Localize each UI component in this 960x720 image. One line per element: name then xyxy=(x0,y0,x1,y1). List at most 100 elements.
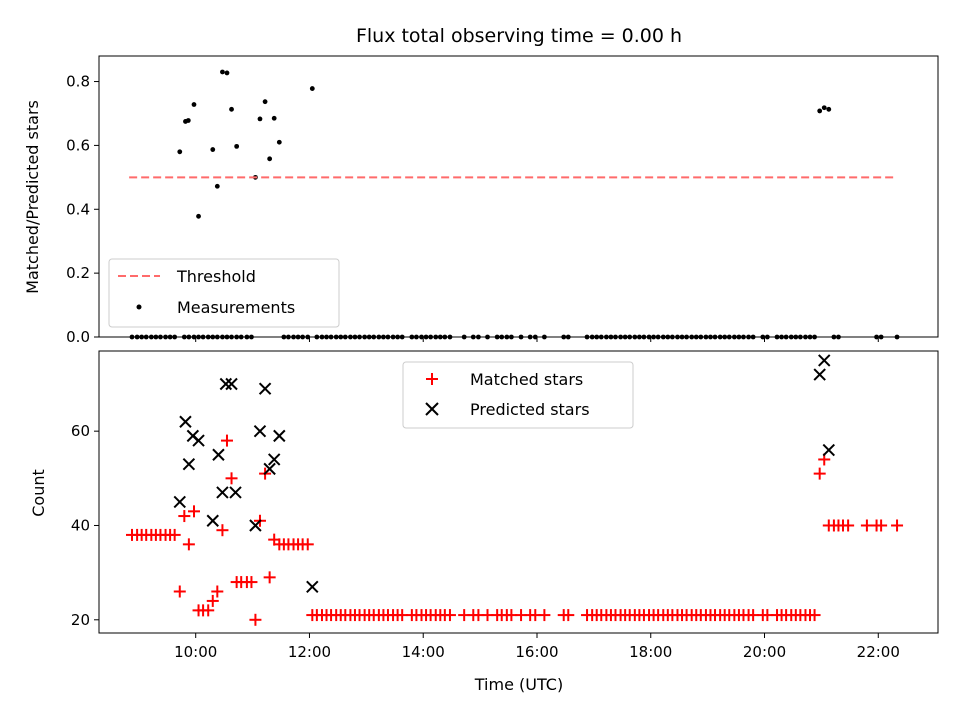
measurement-point xyxy=(821,105,827,111)
measurement-point xyxy=(267,156,273,162)
measurement-point xyxy=(191,102,197,107)
legend-measurements-swatch xyxy=(136,304,142,310)
predicted-star-point xyxy=(219,377,233,391)
bottom-legend: Matched stars Predicted stars xyxy=(402,361,634,429)
measurement-point xyxy=(224,70,230,76)
predicted-star-point xyxy=(273,429,286,443)
predicted-star-point xyxy=(225,377,238,391)
predicted-star-point xyxy=(263,462,276,476)
predicted-star-point xyxy=(192,434,205,447)
measurement-point xyxy=(214,183,220,189)
y-tick-label: 0.8 xyxy=(66,73,90,91)
predicted-stars-series xyxy=(173,354,835,593)
matched-star-point xyxy=(220,434,233,447)
predicted-star-point xyxy=(182,457,196,471)
measurement-point xyxy=(177,149,183,155)
predicted-star-point xyxy=(216,486,229,499)
x-tick-label: 16:00 xyxy=(515,643,558,661)
matched-star-point xyxy=(245,576,258,589)
bottom-axes-frame xyxy=(98,350,939,634)
matched-star-point xyxy=(249,613,262,626)
top-axes-frame xyxy=(98,55,939,338)
measurement-point xyxy=(271,115,277,121)
predicted-star-point xyxy=(822,443,835,457)
matched-star-point xyxy=(808,609,821,622)
matched-star-point xyxy=(178,510,191,523)
matched-star-point xyxy=(842,519,855,532)
bottom-panel: 20 40 60 10:00 12:00 14:00 16:00 18:00 20:00 22:… xyxy=(29,350,939,694)
measurement-point xyxy=(229,106,234,112)
y-tick-label: 0.6 xyxy=(66,136,90,154)
matched-stars-series xyxy=(125,434,904,626)
chart-title: Flux total observing time = 0.00 h xyxy=(356,25,682,47)
top-y-ticks: 0.0 0.2 0.4 0.6 0.8 xyxy=(66,73,99,346)
measurement-point xyxy=(234,143,240,149)
x-tick-label: 22:00 xyxy=(857,643,900,661)
y-tick-label: 60 xyxy=(71,422,90,440)
legend-matched-swatch xyxy=(426,373,438,385)
legend-predicted-swatch xyxy=(425,402,439,416)
measurement-point xyxy=(276,139,282,145)
matched-star-point xyxy=(173,585,186,598)
bottom-x-ticks: 10:00 12:00 14:00 16:00 18:00 20:00 22:00 xyxy=(174,633,900,661)
matched-star-point xyxy=(202,604,215,617)
predicted-star-point xyxy=(179,415,192,428)
bottom-y-ticks: 20 40 60 xyxy=(71,422,99,629)
x-tick-label: 20:00 xyxy=(743,643,786,661)
matched-star-point xyxy=(301,538,314,551)
predicted-star-point xyxy=(267,453,281,466)
predicted-star-point xyxy=(253,424,267,438)
measurement-point xyxy=(220,69,225,75)
measurement-point xyxy=(210,147,216,152)
matched-star-point xyxy=(211,585,224,598)
predicted-star-point xyxy=(818,354,831,367)
measurement-point xyxy=(309,86,315,91)
matched-star-point xyxy=(875,519,888,532)
legend-predicted-label: Predicted stars xyxy=(470,400,590,419)
predicted-star-point xyxy=(258,382,272,395)
x-tick-label: 12:00 xyxy=(288,643,331,661)
measurement-point xyxy=(826,106,832,112)
top-y-axis-label: Matched/Predicted stars xyxy=(23,100,42,294)
matched-star-point xyxy=(443,609,456,622)
predicted-star-point xyxy=(206,514,219,527)
top-legend-box xyxy=(108,258,340,328)
legend-measurements-label: Measurements xyxy=(177,298,295,317)
x-tick-label: 14:00 xyxy=(402,643,445,661)
predicted-star-point xyxy=(173,495,186,509)
y-tick-label: 0.4 xyxy=(66,200,90,218)
y-tick-label: 0.0 xyxy=(66,328,90,346)
x-tick-label: 18:00 xyxy=(629,643,672,661)
predicted-star-point xyxy=(229,486,242,499)
matched-star-point xyxy=(263,571,276,584)
matched-star-point xyxy=(225,472,238,485)
matched-star-point xyxy=(182,538,195,551)
matched-star-point xyxy=(562,609,575,622)
y-tick-label: 0.2 xyxy=(66,264,90,282)
matched-star-point xyxy=(187,505,200,518)
predicted-star-point xyxy=(813,368,826,381)
measurement-point xyxy=(257,116,263,122)
matched-star-point xyxy=(891,519,904,532)
matched-star-point xyxy=(206,594,219,607)
measurement-point xyxy=(262,99,268,105)
bottom-y-axis-label: Count xyxy=(29,469,48,517)
measurement-point xyxy=(196,213,201,219)
x-tick-label: 10:00 xyxy=(174,643,217,661)
matched-star-point xyxy=(216,524,229,537)
top-x-ticks xyxy=(195,337,879,342)
top-legend: Threshold Measurements xyxy=(108,258,340,328)
measurement-point xyxy=(817,108,823,114)
predicted-star-point xyxy=(249,519,262,532)
legend-threshold-label: Threshold xyxy=(176,267,256,286)
matched-star-point xyxy=(168,528,181,541)
matched-star-point xyxy=(538,609,551,622)
bottom-legend-box xyxy=(402,361,634,429)
y-tick-label: 40 xyxy=(71,516,90,534)
top-panel: 0.00.20.40.60.8 Matched/Predicted stars … xyxy=(23,55,939,346)
legend-matched-label: Matched stars xyxy=(470,370,583,389)
x-axis-label: Time (UTC) xyxy=(474,675,563,694)
y-tick-label: 20 xyxy=(71,611,90,629)
matched-star-point xyxy=(813,467,826,480)
